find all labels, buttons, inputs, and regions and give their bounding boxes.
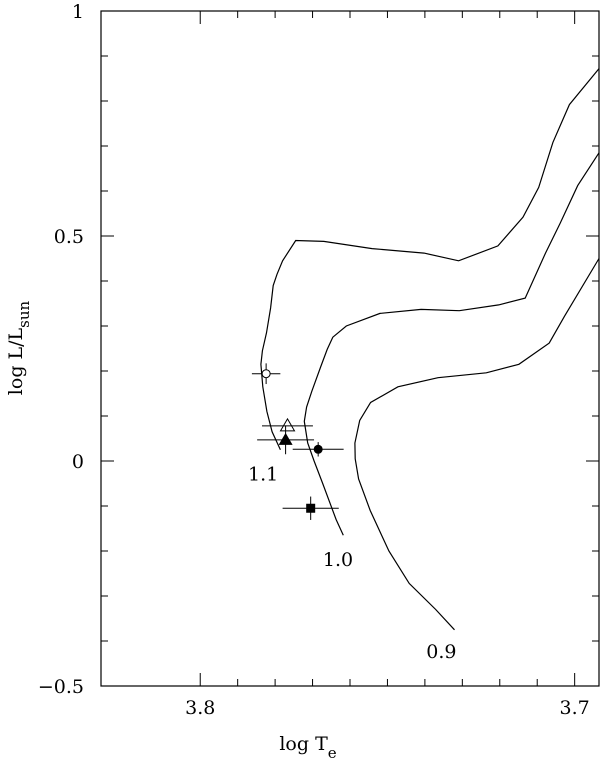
x-tick-label: 3.8	[185, 697, 215, 719]
star-data-points	[251, 363, 344, 520]
open-circle-marker	[261, 369, 271, 379]
data-point-filled-square	[282, 496, 339, 520]
track-label: 1.0	[323, 549, 353, 571]
y-tick-label: 0.5	[54, 226, 84, 248]
data-point-filled-triangle	[257, 425, 315, 455]
data-point-open-triangle	[262, 417, 313, 432]
y-tick-label: −0.5	[38, 676, 84, 698]
track-label: 0.9	[426, 641, 456, 663]
y-tick-label: 0	[72, 451, 84, 473]
track-1-0	[303, 152, 600, 536]
tick-labels: 3.8 3.7 1 0.5 0 −0.5 1.1 1.0 0.9	[38, 1, 590, 719]
x-axis-title: log Te	[279, 733, 336, 762]
y-axis-title: log L/Lsun	[5, 300, 33, 395]
data-point-open-circle	[251, 363, 281, 385]
track-label: 1.1	[248, 463, 278, 485]
track-0-9	[354, 258, 600, 631]
x-tick-label: 3.7	[560, 697, 590, 719]
track-1-1	[260, 68, 600, 451]
filled-circle-marker	[313, 444, 323, 454]
filled-triangle-marker	[278, 432, 293, 445]
y-tick-label: 1	[72, 1, 84, 23]
open-triangle-marker	[279, 417, 296, 432]
filled-square-marker	[306, 503, 316, 513]
plot-frame	[100, 10, 600, 687]
x-axis-title-subscript: e	[328, 744, 337, 762]
y-axis-title-subscript: sun	[15, 300, 33, 327]
data-point-filled-circle	[292, 442, 344, 457]
evolutionary-tracks	[260, 68, 600, 631]
axis-ticks	[101, 10, 599, 687]
